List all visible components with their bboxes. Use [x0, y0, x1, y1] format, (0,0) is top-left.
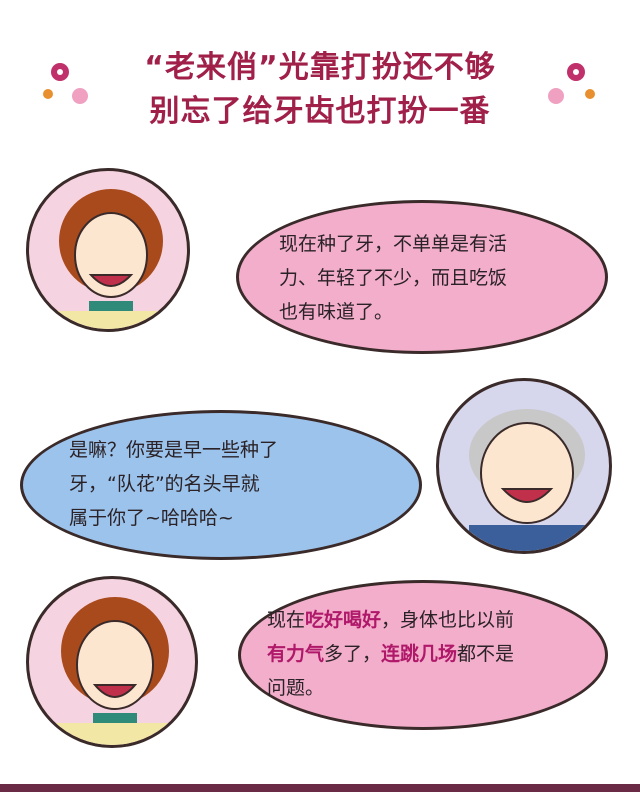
- bubble-1-line-3: 也有味道了。: [279, 301, 394, 323]
- woman-avatar: [26, 576, 198, 748]
- bubble-2-line-1: 是嘛？你要是早一些种了: [69, 439, 279, 461]
- bubble-2-line-3: 属于你了~哈哈哈~: [69, 507, 234, 529]
- bubble-3-highlight: 吃好喝好: [305, 609, 382, 631]
- bubble-1-line-2: 力、年轻了不少，而且吃饭: [279, 267, 508, 289]
- bottom-bar: [0, 784, 640, 792]
- flower-icon: [548, 63, 595, 104]
- bubble-3-text: 现在: [267, 609, 306, 631]
- speech-bubble-2: 是嘛？你要是早一些种了 牙，“队花”的名头早就 属于你了~哈哈哈~: [20, 410, 422, 560]
- title-line-1: “老来俏”光靠打扮还不够: [144, 50, 496, 85]
- bubble-3-highlight: 连跳几场: [381, 643, 458, 665]
- speech-bubble-3: 现在吃好喝好，身体也比以前 有力气多了，连跳几场都不是 问题。: [238, 580, 608, 730]
- bubble-3-text: ，身体也比以前: [381, 609, 515, 631]
- bubble-1-line-1: 现在种了牙，不单单是有活: [279, 233, 508, 255]
- woman-avatar: [26, 168, 190, 332]
- title-line-2: 别忘了给牙齿也打扮一番: [149, 94, 491, 129]
- flower-icon: [43, 63, 88, 104]
- bubble-3-text: 都不是: [457, 643, 515, 665]
- bubble-3-text: 多了，: [324, 643, 382, 665]
- bubble-3-line-3: 问题。: [267, 677, 325, 699]
- bubble-3-highlight: 有力气: [267, 643, 325, 665]
- bubble-2-line-2: 牙，“队花”的名头早就: [69, 473, 260, 495]
- man-avatar: [436, 378, 612, 554]
- bubble-3-line-1: 现在吃好喝好，身体也比以前: [267, 603, 514, 637]
- bubble-3-line-2: 有力气多了，连跳几场都不是: [267, 637, 514, 671]
- speech-bubble-1: 现在种了牙，不单单是有活 力、年轻了不少，而且吃饭 也有味道了。: [236, 200, 608, 354]
